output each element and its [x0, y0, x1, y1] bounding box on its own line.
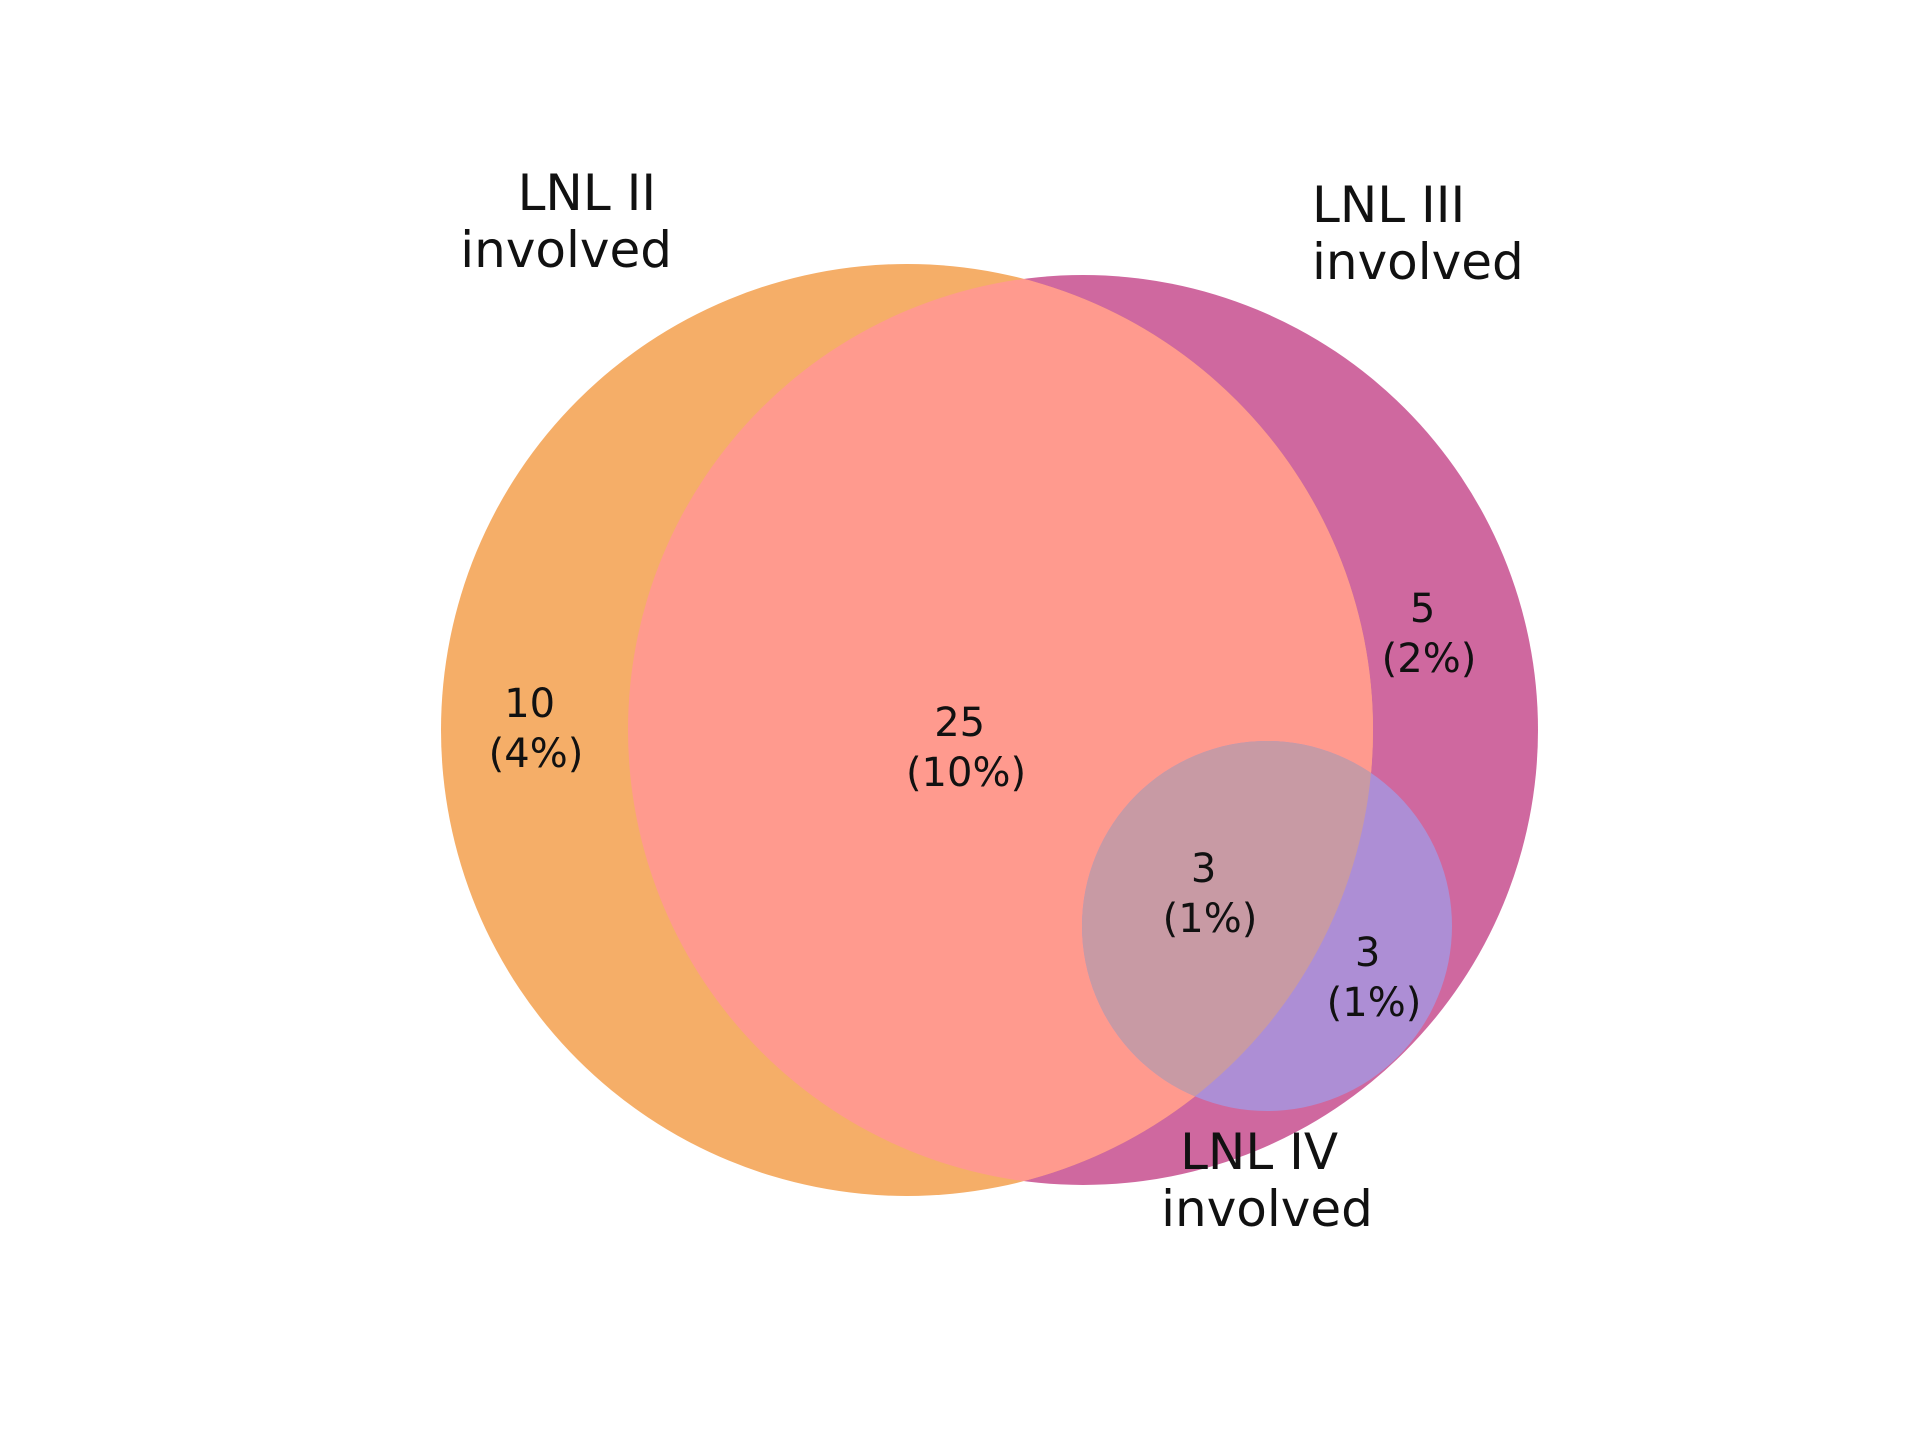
- lnl-iii-label-line1: LNL III: [1312, 176, 1465, 234]
- region-ii-iii-percent: (10%): [906, 750, 1026, 796]
- region-ii-iii-iv-percent: (1%): [1163, 896, 1258, 942]
- region-ii-only-count: 10: [504, 681, 555, 727]
- lnl-iv-label-line2: involved: [1161, 1180, 1373, 1238]
- region-iii-only-count: 5: [1410, 586, 1435, 632]
- lnl-iii-set-label: LNL III involved: [1312, 176, 1524, 291]
- region-label-ii-iii-iv: 3 (1%): [1163, 846, 1258, 942]
- region-label-iii-iv: 3 (1%): [1327, 930, 1422, 1026]
- lnl-iv-label-line1: LNL IV: [1180, 1123, 1338, 1181]
- lnl-iii-label-line2: involved: [1312, 233, 1524, 291]
- region-iii-iv-percent: (1%): [1327, 980, 1422, 1026]
- lnl-ii-label-line2: involved: [460, 221, 672, 279]
- region-iii-iv-count: 3: [1355, 930, 1380, 976]
- region-iii-only-percent: (2%): [1382, 636, 1477, 682]
- lnl-iv-set-label: LNL IV involved: [1161, 1123, 1373, 1238]
- lnl-ii-label-line1: LNL II: [518, 164, 657, 222]
- region-label-ii-only: 10 (4%): [489, 681, 584, 777]
- region-label-ii-iii: 25 (10%): [906, 700, 1026, 796]
- region-label-iii-only: 5 (2%): [1382, 586, 1477, 682]
- lnl-ii-set-label: LNL II involved: [460, 164, 672, 279]
- region-ii-iii-iv-count: 3: [1191, 846, 1216, 892]
- region-ii-iii-count: 25: [934, 700, 985, 746]
- region-ii-only-percent: (4%): [489, 731, 584, 777]
